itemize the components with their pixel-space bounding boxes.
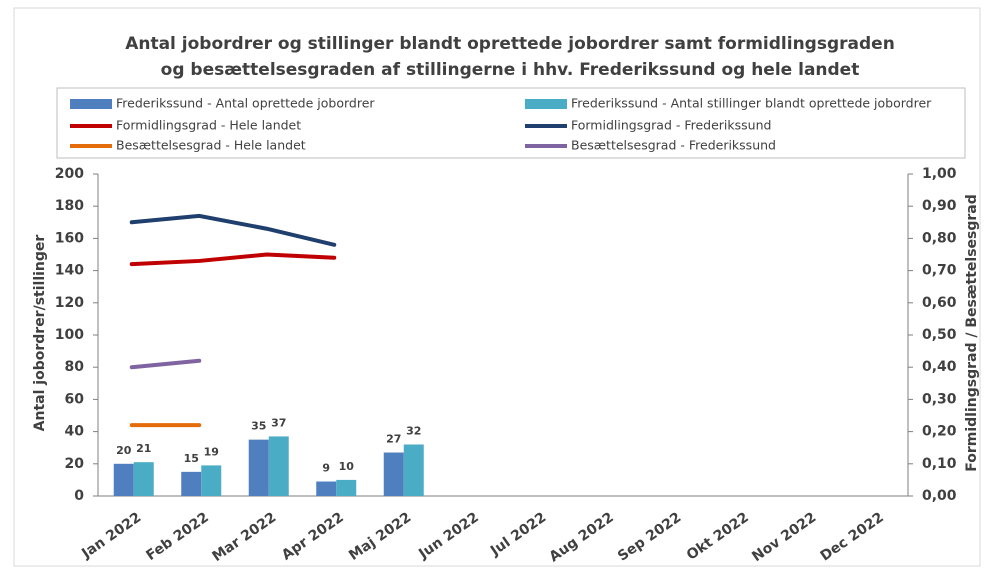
legend-label: Formidlingsgrad - Hele landet <box>116 118 301 133</box>
line-series <box>129 252 337 267</box>
y-tick-label: 200 <box>55 166 84 182</box>
legend-label: Besættelsesgrad - Frederikssund <box>571 138 776 153</box>
legend-label: Besættelsesgrad - Hele landet <box>116 138 306 153</box>
bar <box>248 439 269 496</box>
data-label: 21 <box>136 442 151 455</box>
chart-frame <box>13 7 981 567</box>
y2-tick-label: 0,30 <box>922 391 957 407</box>
y-tick-label: 60 <box>65 391 85 407</box>
data-label: 10 <box>339 460 355 473</box>
y-tick-label: 80 <box>65 359 85 375</box>
y2-tick-label: 1,00 <box>922 166 957 182</box>
y-tick-label: 120 <box>55 295 84 311</box>
chart-title: og besættelsesgraden af stillingerne i h… <box>161 60 860 80</box>
data-label: 9 <box>322 462 330 475</box>
bar <box>181 471 202 496</box>
y-tick-label: 140 <box>55 263 84 279</box>
line-series <box>129 213 337 247</box>
bar <box>336 479 357 496</box>
legend-label: Frederikssund - Antal stillinger blandt … <box>571 96 932 111</box>
y2-tick-label: 0,10 <box>922 456 957 472</box>
legend-label: Frederikssund - Antal oprettede jobordre… <box>116 96 375 111</box>
y-tick-label: 20 <box>65 456 85 472</box>
data-label: 35 <box>251 420 266 433</box>
y-axis-label: Antal jobordrer/stillinger <box>32 235 48 432</box>
data-label: 19 <box>204 445 219 458</box>
y-tick-label: 100 <box>55 327 84 343</box>
y2-tick-label: 0,00 <box>922 488 957 504</box>
legend-frame <box>56 87 966 159</box>
y2-tick-label: 0,50 <box>922 327 957 343</box>
y-tick-label: 40 <box>65 424 85 440</box>
bar <box>113 463 134 496</box>
y2-tick-label: 0,60 <box>922 295 957 311</box>
y2-tick-label: 0,80 <box>922 230 957 246</box>
data-label: 20 <box>116 444 132 457</box>
y2-tick-label: 0,90 <box>922 198 957 214</box>
chart-title: Antal jobordrer og stillinger blandt opr… <box>125 34 895 54</box>
bar <box>403 444 424 496</box>
line-series <box>129 358 202 370</box>
data-label: 15 <box>184 452 199 465</box>
y-tick-label: 0 <box>74 488 84 504</box>
legend-swatch <box>70 99 112 109</box>
bar <box>316 481 337 496</box>
bar <box>133 462 154 496</box>
legend-label: Formidlingsgrad - Frederikssund <box>571 118 771 133</box>
bar <box>268 436 289 496</box>
y2-tick-label: 0,20 <box>922 424 957 440</box>
y2-tick-label: 0,40 <box>922 359 957 375</box>
data-label: 32 <box>406 424 421 437</box>
data-label: 37 <box>271 416 286 429</box>
y-tick-label: 160 <box>55 230 84 246</box>
y2-axis-label: Formidlingsgrad / Besættelsesgrad <box>964 194 980 472</box>
bar <box>383 452 404 496</box>
y-tick-label: 180 <box>55 198 84 214</box>
bar <box>201 465 222 496</box>
y2-tick-label: 0,70 <box>922 263 957 279</box>
legend-swatch <box>525 99 567 109</box>
data-label: 27 <box>386 433 401 446</box>
